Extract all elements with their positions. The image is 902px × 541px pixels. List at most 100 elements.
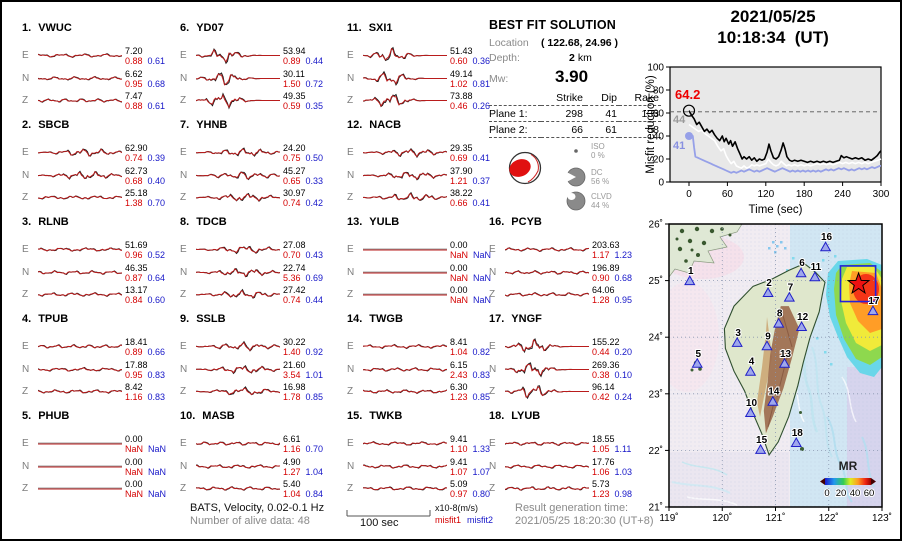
misfit1-value: 1.16: [283, 443, 301, 454]
station-panel-YNGF: 17. YNGF E 155.22 0.44 0.20 N 269.36 0.38 0.10 Z 96…: [489, 313, 651, 407]
channel-label: E: [180, 341, 187, 352]
misfit1-value: 1.02: [450, 78, 468, 89]
channel-values: 27.42 0.74 0.44: [283, 285, 323, 305]
station-number-label: 12: [797, 312, 809, 323]
waveform-trace: [38, 442, 122, 445]
amplitude-value: 7.47: [125, 90, 143, 101]
misfit2-value: 0.83: [472, 369, 491, 380]
misfit2-label: misfit2: [467, 515, 494, 525]
channel-row-MASB-E: E 6.61 1.16 0.70: [180, 432, 342, 455]
clvd-legend: CLVD 44 %: [565, 190, 612, 212]
station-panel-TDCB: 8. TDCB E 27.08 0.70 0.43 N 22.74 5.36 0.69 Z 27.42…: [180, 216, 342, 310]
channel-label: E: [347, 244, 354, 255]
series-misfit2: [688, 135, 881, 174]
amplitude-value: 49.35: [283, 90, 306, 101]
waveform-trace: [196, 340, 280, 352]
channel-values: 0.00 NaN NaN: [450, 285, 491, 305]
iso-percent: 0 %: [591, 151, 605, 160]
channel-values: 7.47 0.88 0.61: [125, 91, 165, 111]
misfit1-value: NaN: [125, 488, 144, 499]
channel-label: Z: [180, 289, 187, 300]
channel-values: 9.41 1.07 1.07: [450, 457, 490, 477]
misfit2-value: 0.68: [614, 272, 633, 283]
channel-label: Z: [22, 192, 29, 203]
svg-text:26˚: 26˚: [649, 219, 663, 231]
channel-label: N: [22, 364, 30, 375]
channel-label: N: [347, 170, 355, 181]
channel-values: 5.09 0.97 0.80: [450, 479, 490, 499]
channel-values: 30.97 0.74 0.42: [283, 188, 323, 208]
misfit1-value: 1.16: [125, 391, 143, 402]
channel-label: N: [347, 461, 355, 472]
waveform-trace: [363, 248, 447, 251]
amplitude-value: 6.15: [450, 359, 468, 370]
channel-row-SBCB-Z: Z 25.18 1.38 0.70: [22, 186, 184, 209]
station-triangle-icon-14: [767, 395, 779, 406]
channel-label: Z: [489, 289, 496, 300]
amplitude-value: 0.00: [450, 239, 468, 250]
misfit1-value: 0.96: [125, 249, 143, 260]
y-axis-label: Misfit reduction (%): [645, 75, 657, 174]
svg-text:120: 120: [757, 189, 774, 200]
alive-data-count: Number of alive data: 48: [190, 515, 310, 527]
misfit2-value: 0.70: [147, 197, 166, 208]
channel-values: 18.41 0.89 0.66: [125, 337, 165, 357]
misfit2-value: 1.04: [305, 466, 324, 477]
svg-text:MR: MR: [839, 459, 858, 473]
event-time-value: 10:18:34: [717, 28, 786, 47]
channel-row-SSLB-Z: Z 16.98 1.78 0.85: [180, 380, 342, 403]
plane-2-row: Plane 2: 66 61 58: [489, 121, 661, 138]
channel-row-PHUB-N: N 0.00 NaN NaN: [22, 455, 184, 478]
misfit1-value: 0.95: [125, 78, 143, 89]
channel-label: E: [489, 244, 496, 255]
misfit1-value: 0.68: [125, 175, 143, 186]
channel-label: E: [22, 438, 29, 449]
waveform-trace: [38, 465, 122, 468]
map-terrain: [669, 224, 882, 507]
channel-values: 62.90 0.74 0.39: [125, 143, 165, 163]
channel-label: E: [22, 341, 29, 352]
channel-values: 8.42 1.16 0.83: [125, 382, 165, 402]
channel-label: E: [489, 341, 496, 352]
channel-row-YNGF-Z: Z 96.14 0.42 0.24: [489, 380, 651, 403]
amplitude-value: 64.06: [592, 284, 615, 295]
col-strike: Strike: [541, 90, 585, 106]
channel-label: Z: [180, 192, 187, 203]
misfit1-value: 1.23: [450, 391, 468, 402]
iso-legend: ISO 0 %: [565, 142, 605, 160]
channel-row-YULB-E: E 0.00 NaN NaN: [347, 238, 509, 261]
misfit2-value: 0.64: [147, 272, 166, 283]
channel-row-TWKB-N: N 9.41 1.07 1.07: [347, 455, 509, 478]
svg-text:21˚: 21˚: [649, 502, 663, 514]
station-number-label: 4: [749, 357, 755, 368]
station-triangle-icon-4: [744, 365, 757, 376]
channel-label: E: [347, 438, 354, 449]
location-label: Location: [489, 37, 529, 49]
channel-row-TPUB-N: N 17.88 0.95 0.83: [22, 358, 184, 381]
amplitude-value: 6.62: [125, 68, 143, 79]
misfit2-value: 0.66: [147, 346, 166, 357]
misfit1-value: 0.38: [592, 369, 610, 380]
misfit2-value: 0.69: [305, 272, 324, 283]
waveform-trace: [38, 148, 122, 157]
misfit1-value: 0.89: [125, 346, 143, 357]
waveform-trace: [38, 487, 122, 490]
focal-mechanism-beachball-icon: [508, 151, 542, 185]
amplitude-value: 0.00: [125, 456, 143, 467]
channel-row-SBCB-E: E 62.90 0.74 0.39: [22, 141, 184, 164]
channel-values: 17.76 1.06 1.03: [592, 457, 632, 477]
misfit1-value: 0.95: [125, 369, 143, 380]
station-triangle-icon-13: [778, 357, 791, 368]
waveform-trace: [363, 191, 447, 202]
misfit2-value: 0.83: [147, 391, 166, 402]
channel-values: 6.61 1.16 0.70: [283, 434, 323, 454]
mw-label: Mw:: [489, 73, 509, 85]
channel-values: 30.11 1.50 0.72: [283, 69, 323, 89]
misfit1-value: 0.75: [283, 152, 301, 163]
channel-row-VWUC-N: N 6.62 0.95 0.68: [22, 67, 184, 90]
waveform-trace: [196, 386, 280, 396]
channel-row-VWUC-E: E 7.20 0.88 0.61: [22, 44, 184, 67]
waveform-trace: [38, 269, 122, 275]
station-triangle-icon-2: [762, 287, 774, 298]
channel-label: Z: [489, 483, 496, 494]
